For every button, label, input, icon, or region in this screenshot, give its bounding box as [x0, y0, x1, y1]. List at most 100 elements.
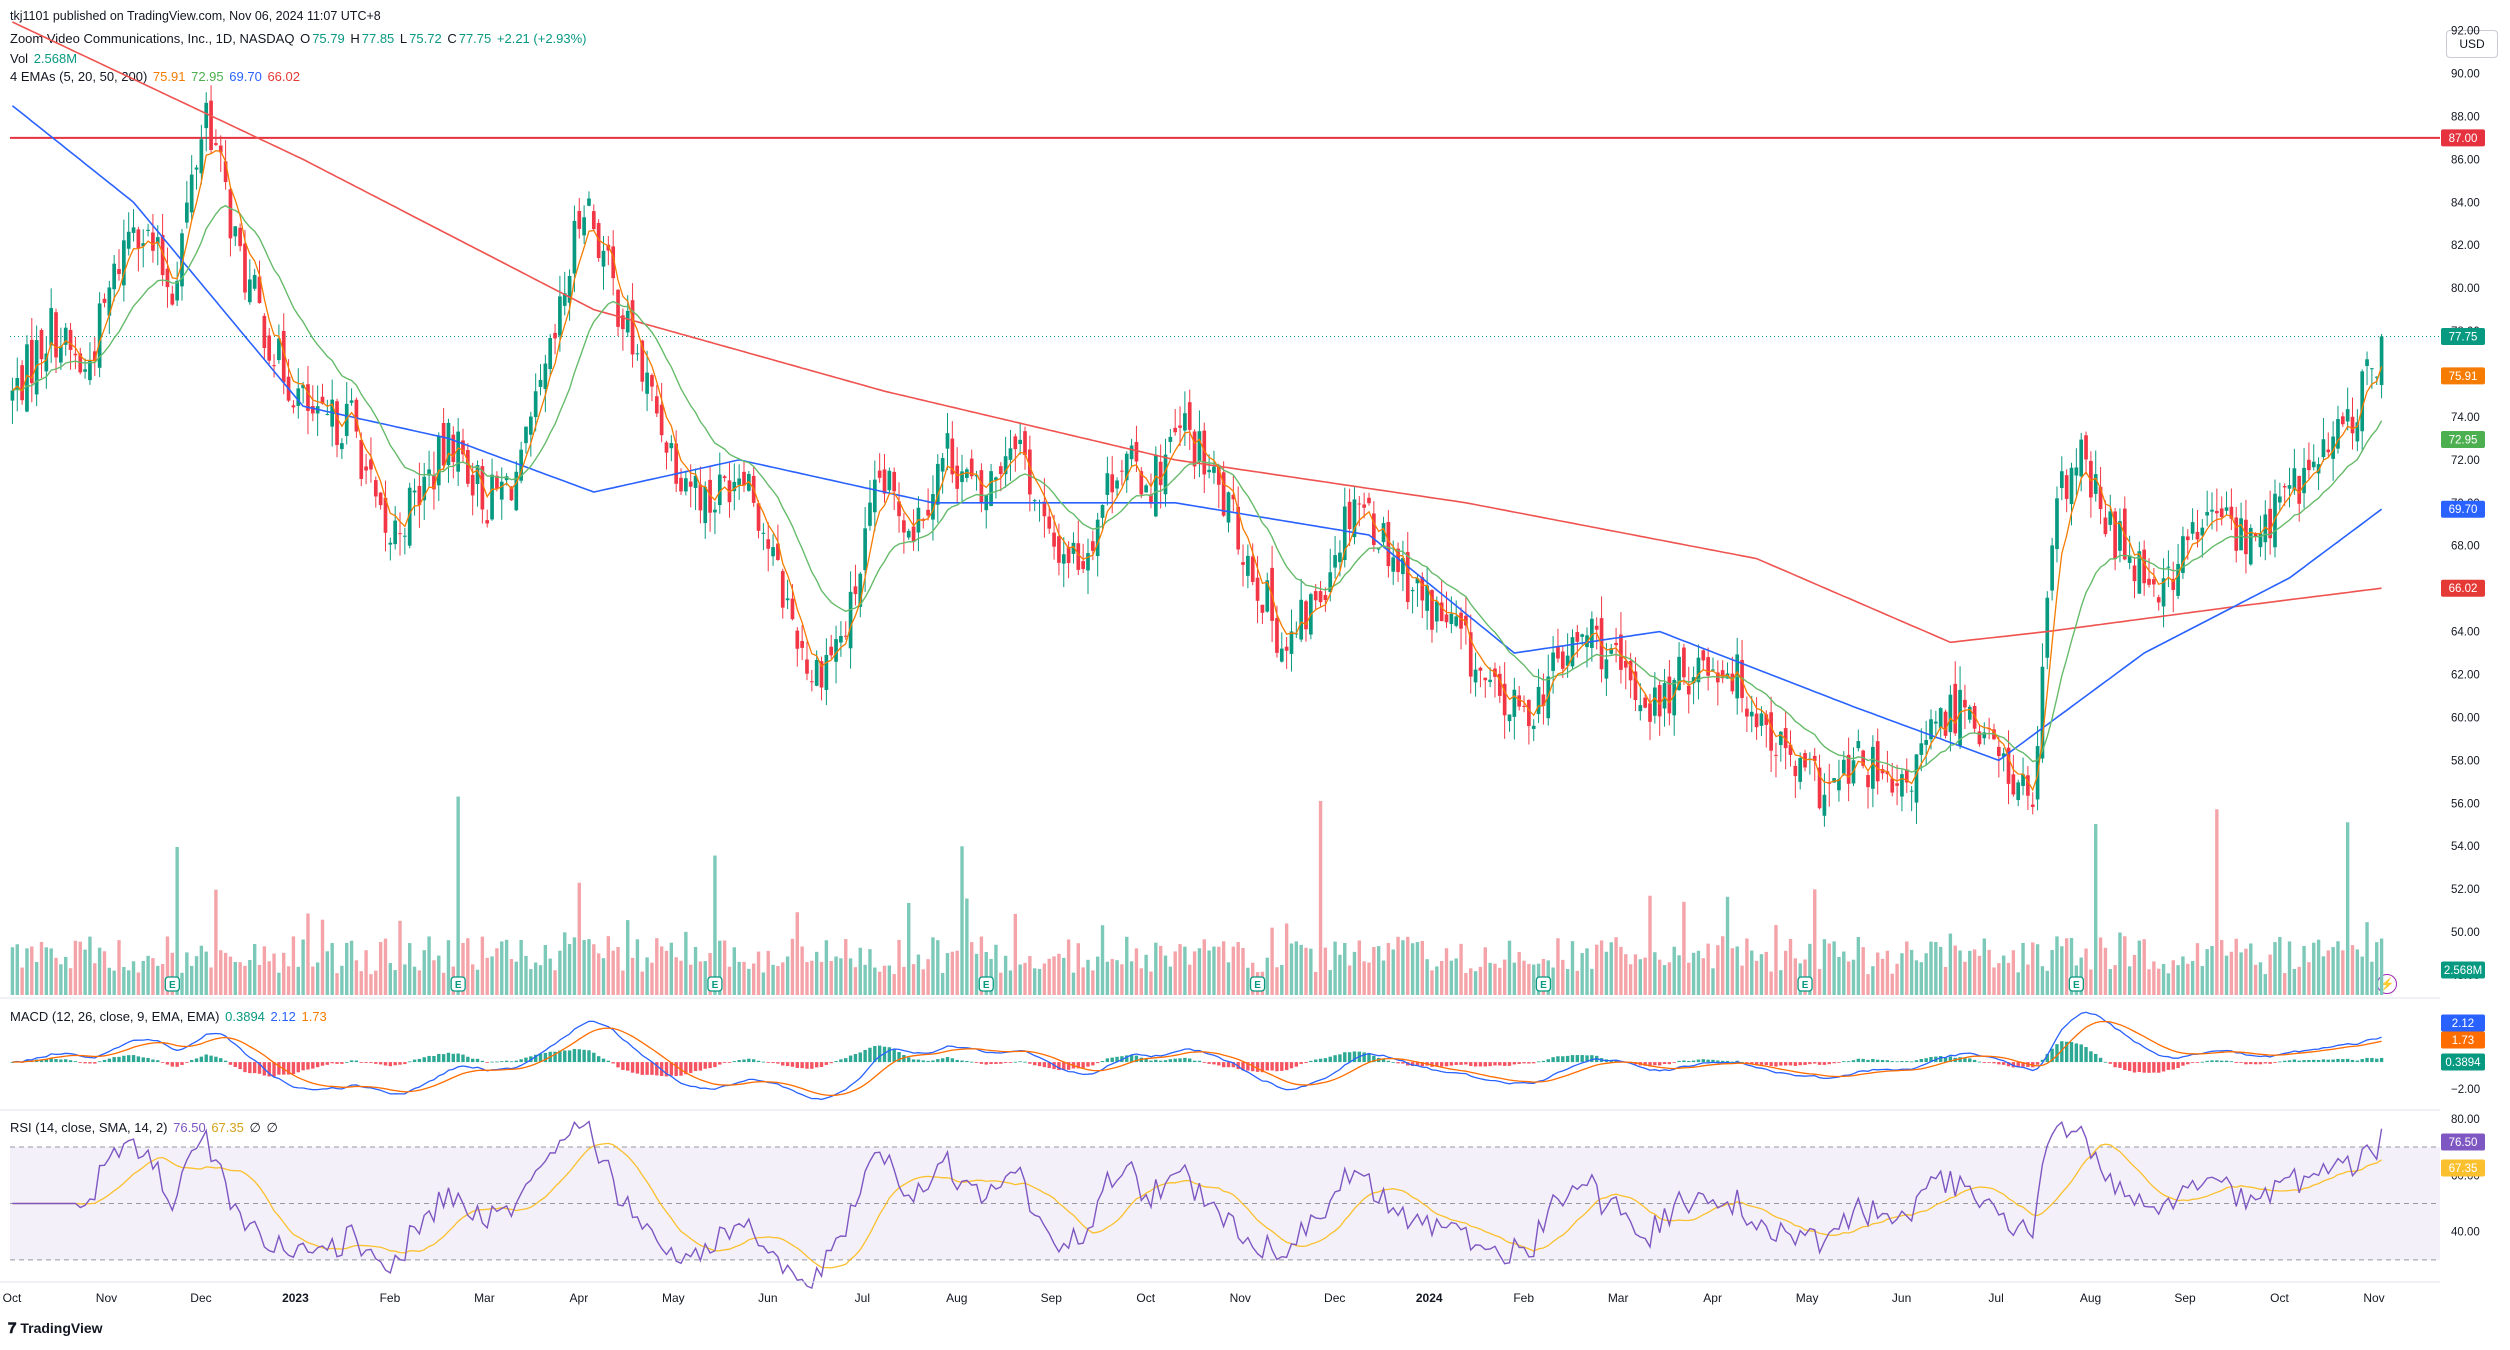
volume-bar	[1105, 961, 1110, 995]
volume-bar	[204, 951, 208, 995]
candle-body	[223, 161, 228, 183]
macd-histogram-bar	[456, 1053, 460, 1063]
candle-body	[2331, 436, 2335, 459]
macd-histogram-bar	[1309, 1060, 1313, 1063]
candle-body	[2152, 579, 2156, 585]
candle-body	[1904, 769, 1909, 783]
rsi-tick-label: 40.00	[2451, 1227, 2480, 1239]
volume-bar	[737, 961, 741, 995]
macd-histogram-bar	[965, 1060, 969, 1063]
macd-histogram-bar	[2345, 1058, 2350, 1063]
price-badge-label: 87.00	[2449, 133, 2478, 145]
candle-body	[809, 681, 814, 683]
macd-histogram-bar	[558, 1050, 562, 1063]
time-tick-label: Jun	[1892, 1291, 1911, 1305]
candle-body	[1730, 673, 1735, 692]
volume-bar	[485, 957, 489, 995]
macd-histogram-bar	[146, 1057, 150, 1063]
price-tick-label: 90.00	[2451, 69, 2480, 81]
ema-legend[interactable]: 4 EMAs (5, 20, 50, 200) 75.91 72.95 69.7…	[10, 69, 302, 85]
volume-bar	[1091, 970, 1095, 995]
volume-bar	[664, 950, 669, 995]
macd-histogram-bar	[417, 1058, 422, 1063]
candle-body	[1972, 705, 1977, 729]
volume-bar	[1328, 970, 1332, 995]
volume-bar	[1197, 948, 1202, 995]
macd-histogram-bar	[2375, 1058, 2379, 1063]
candle-body	[1153, 454, 1158, 517]
volume-bar	[1987, 949, 1991, 995]
candle-body	[102, 298, 107, 303]
volume-bar	[10, 947, 15, 995]
volume-bar	[543, 945, 548, 995]
volume-bar	[349, 940, 354, 995]
macd-histogram-bar	[873, 1046, 877, 1063]
candle-body	[2282, 486, 2287, 488]
rsi-tick-label: 80.00	[2451, 1114, 2480, 1126]
volume-bar	[2239, 952, 2243, 995]
macd-histogram-bar	[2287, 1060, 2292, 1063]
candle-body	[1013, 436, 1018, 450]
candle-body	[538, 379, 543, 387]
volume-bar	[1381, 960, 1386, 995]
volume-bar	[1856, 937, 1861, 995]
candle-body	[1367, 497, 1371, 504]
time-tick-label: Nov	[1230, 1291, 1251, 1305]
volume-bar	[1062, 957, 1066, 995]
ema200-line	[12, 21, 2382, 644]
volume-bar	[466, 938, 470, 995]
volume-bar	[1033, 968, 1037, 995]
volume-bar	[965, 898, 969, 995]
volume-bar	[2350, 945, 2355, 995]
macd-histogram-bar	[1551, 1057, 1555, 1063]
macd-histogram-bar	[291, 1062, 296, 1075]
volume-bar	[296, 966, 300, 995]
macd-histogram-bar	[722, 1062, 727, 1063]
price-badge-label: 77.75	[2449, 331, 2478, 343]
macd-histogram-bar	[1134, 1055, 1139, 1063]
volume-bar	[127, 970, 131, 995]
macd-histogram-bar	[233, 1062, 237, 1068]
macd-badge	[2441, 1031, 2485, 1049]
volume-bar	[1774, 925, 1778, 995]
macd-histogram-bar	[1435, 1062, 1439, 1067]
volume-bar	[2253, 964, 2258, 995]
volume-bar	[2326, 950, 2330, 995]
volume-legend[interactable]: Vol 2.568M	[10, 51, 79, 67]
candle-body	[59, 346, 63, 363]
volume-bar	[1842, 951, 1846, 995]
macd-histogram-bar	[1202, 1062, 1206, 1063]
macd-histogram-bar	[630, 1062, 635, 1073]
candle-body	[1371, 513, 1376, 545]
currency-button[interactable]: USD	[2446, 30, 2498, 58]
candle-body	[141, 243, 146, 247]
candle-body	[1144, 485, 1148, 493]
macd-histogram-bar	[1498, 1062, 1502, 1066]
volume-bar	[1735, 946, 1739, 995]
volume-bar	[1192, 951, 1197, 995]
rsi-legend[interactable]: RSI (14, close, SMA, 14, 2) 76.50 67.35 …	[10, 1120, 280, 1136]
volume-bar	[645, 957, 649, 995]
volume-bar	[596, 953, 601, 995]
candle-body	[780, 571, 785, 608]
candle-body	[2360, 371, 2365, 432]
macd-histogram-bar	[1522, 1062, 1526, 1064]
volume-bar	[882, 965, 887, 995]
macd-histogram-bar	[1062, 1062, 1066, 1070]
symbol-legend[interactable]: Zoom Video Communications, Inc., 1D, NAS…	[10, 31, 589, 47]
candle-body	[611, 246, 616, 279]
volume-bar	[708, 953, 712, 995]
tradingview-brand[interactable]: 𝟕 TradingView	[8, 1320, 103, 1337]
macd-histogram-bar	[412, 1059, 417, 1063]
candle-body	[393, 520, 398, 545]
volume-bar	[117, 940, 121, 995]
macd-legend[interactable]: MACD (12, 26, close, 9, EMA, EMA) 0.3894…	[10, 1009, 329, 1025]
candle-body	[1570, 637, 1575, 667]
volume-bar	[834, 956, 838, 995]
open-value: 75.79	[312, 31, 345, 46]
volume-bar	[252, 944, 257, 995]
macd-histogram-bar	[950, 1058, 955, 1063]
volume-bar	[2011, 950, 2016, 995]
volume-bar	[950, 951, 955, 995]
